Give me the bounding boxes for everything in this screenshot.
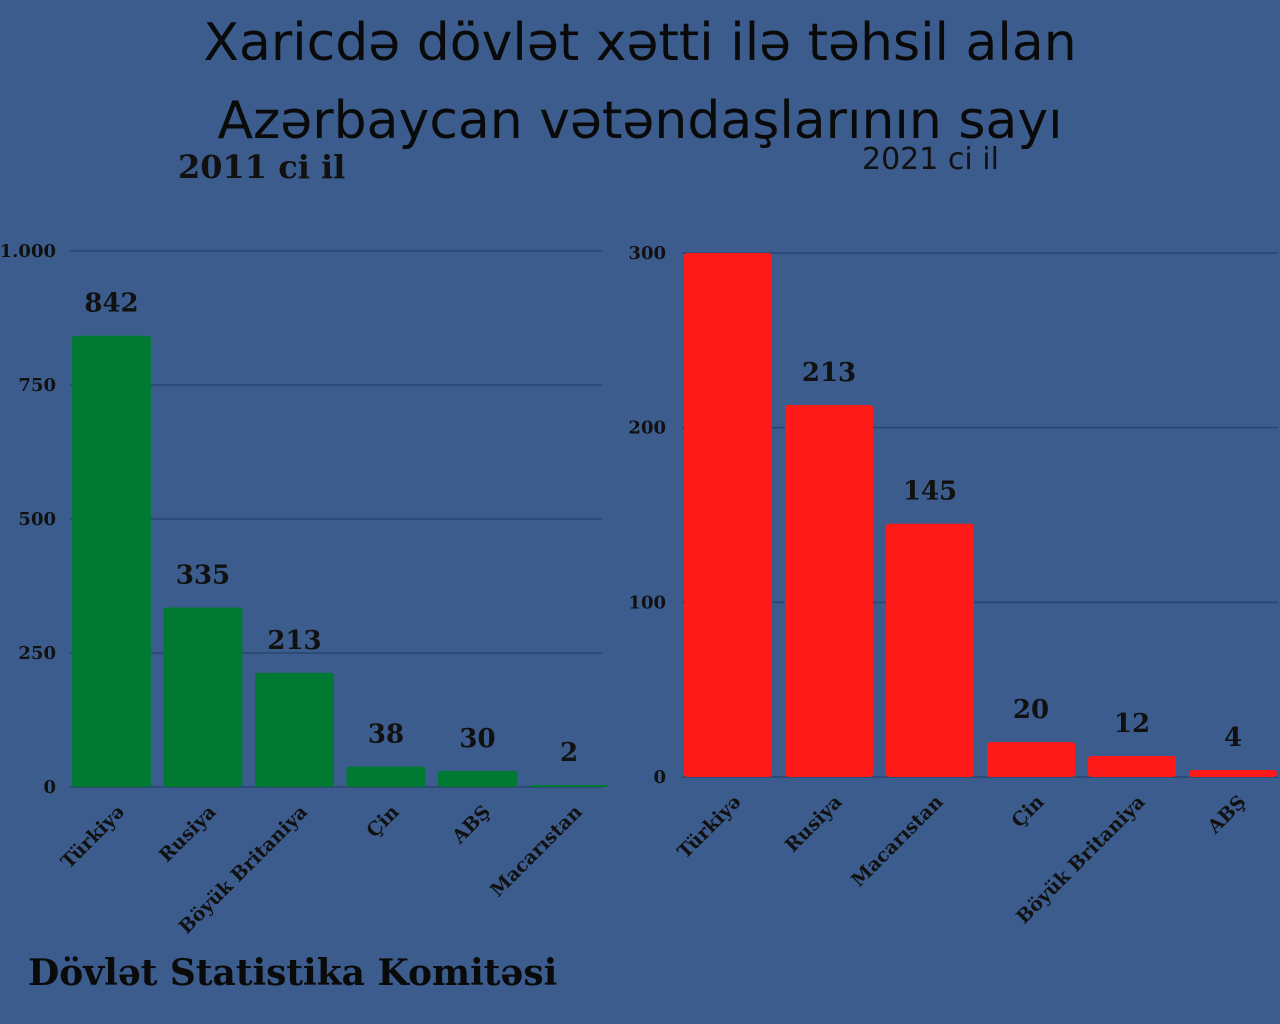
x-tick-label: Türkiyə (673, 791, 745, 863)
data-label: 12 (1114, 709, 1150, 739)
y-tick-label: 100 (628, 592, 666, 613)
bar (684, 253, 772, 777)
data-label: 213 (802, 358, 856, 388)
data-label: 20 (1013, 695, 1049, 725)
data-label: 213 (267, 626, 321, 656)
y-tick-label: 0 (653, 767, 666, 788)
data-label: 145 (903, 477, 957, 507)
bar (255, 672, 334, 787)
chart-2021-title: 2021 ci il (862, 142, 999, 177)
bar (785, 404, 873, 777)
data-label: 38 (368, 720, 404, 750)
x-tick-label: Rusiya (781, 791, 847, 857)
bar (886, 523, 974, 777)
source-footer: Dövlət Statistika Komitəsi (28, 952, 558, 994)
bar (529, 785, 609, 787)
data-label: 30 (459, 724, 495, 754)
bar (72, 335, 151, 787)
y-tick-label: 200 (628, 418, 666, 439)
data-label: 2 (560, 738, 578, 768)
x-tick-label: Çin (1007, 791, 1048, 832)
y-tick-label: 300 (628, 243, 666, 264)
x-tick-label: ABŞ (1203, 791, 1251, 839)
bar (438, 770, 517, 787)
chart-2011-title: 2011 ci il (178, 148, 346, 186)
y-tick-label: 500 (18, 509, 56, 530)
y-tick-label: 1.000 (0, 241, 56, 262)
bar (163, 607, 243, 787)
main-title-line2: Azərbaycan vətəndaşlarının sayı (217, 91, 1063, 151)
bar (987, 742, 1075, 777)
y-tick-label: 0 (43, 777, 56, 798)
bar (1088, 756, 1176, 777)
y-tick-label: 750 (18, 375, 56, 396)
data-label: 842 (84, 289, 138, 319)
data-label: 4 (1224, 723, 1242, 753)
bar (1189, 770, 1277, 777)
bar (346, 766, 426, 787)
main-title-line1: Xaricdə dövlət xətti ilə təhsil alan (203, 13, 1077, 73)
x-tick-label: Macarıstan (847, 791, 948, 892)
data-label: 335 (176, 560, 230, 590)
main-title: Xaricdə dövlət xətti ilə təhsil alan Azə… (0, 4, 1280, 160)
y-tick-label: 250 (18, 643, 56, 664)
